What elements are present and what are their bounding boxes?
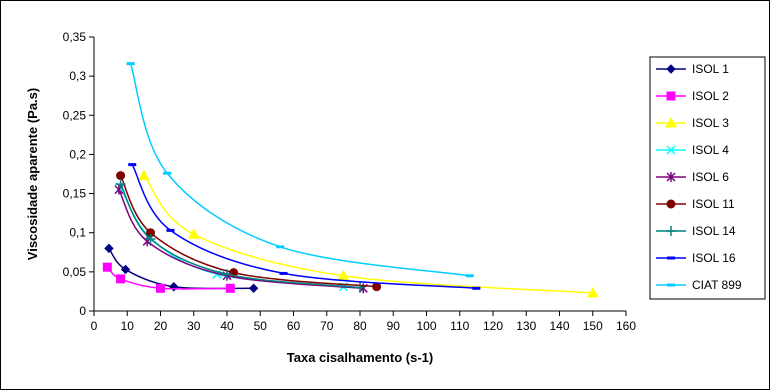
data-point xyxy=(279,271,288,275)
legend-marker xyxy=(666,64,676,74)
series-ciat-899 xyxy=(126,62,474,278)
x-tick-label: 10 xyxy=(121,319,135,333)
legend-label: CIAT 899 xyxy=(692,278,742,292)
legend-marker xyxy=(665,116,677,128)
data-point xyxy=(248,283,259,294)
x-tick-label: 140 xyxy=(549,319,569,333)
x-tick-label: 90 xyxy=(387,319,401,333)
legend-item: ISOL 6 xyxy=(656,170,729,184)
series-isol-14 xyxy=(115,179,365,293)
data-point xyxy=(116,274,126,284)
data-point xyxy=(126,62,135,66)
x-tick-label: 20 xyxy=(154,319,168,333)
x-tick-label: 150 xyxy=(583,319,603,333)
series-line xyxy=(119,175,377,288)
legend-item: ISOL 4 xyxy=(656,143,729,157)
y-axis-title: Viscosidade aparente (Pa.s) xyxy=(25,88,40,260)
legend-item: ISOL 3 xyxy=(656,116,729,130)
data-point xyxy=(586,286,599,298)
data-point xyxy=(187,228,200,239)
legend-marker xyxy=(666,172,676,182)
data-point xyxy=(116,171,126,181)
data-point xyxy=(115,179,126,190)
legend-marker xyxy=(666,91,676,101)
x-tick-label: 70 xyxy=(320,319,334,333)
legend-item: ISOL 11 xyxy=(656,197,735,211)
x-tick-label: 110 xyxy=(450,319,469,333)
data-point xyxy=(128,163,137,167)
legend-label: ISOL 2 xyxy=(692,89,729,103)
data-point xyxy=(102,262,112,272)
y-tick-label: 0,25 xyxy=(63,108,87,122)
data-point xyxy=(145,233,156,244)
legend-marker xyxy=(666,199,676,209)
data-point xyxy=(222,269,232,280)
legend: ISOL 1 ISOL 2 ISOL 3 ISOL 4 ISOL 6 ISOL 11 ISO… xyxy=(649,56,766,300)
legend-label: ISOL 6 xyxy=(692,170,729,184)
legend-item: ISOL 14 xyxy=(656,224,736,238)
x-tick-label: 50 xyxy=(254,319,268,333)
legend-label: ISOL 3 xyxy=(692,116,729,130)
legend-label: ISOL 11 xyxy=(692,197,735,211)
x-tick-label: 0 xyxy=(91,319,98,333)
data-point xyxy=(166,228,175,232)
legend-label: ISOL 1 xyxy=(692,62,729,76)
data-point xyxy=(355,282,365,293)
x-axis-title: Taxa cisalhamento (s-1) xyxy=(287,350,433,365)
legend-marker xyxy=(666,226,676,236)
x-tick-label: 160 xyxy=(616,319,636,333)
legend-item: ISOL 16 xyxy=(656,251,736,265)
series-line xyxy=(118,189,364,290)
plot-area xyxy=(102,62,599,298)
y-tick-label: 0,2 xyxy=(69,147,86,161)
y-tick-label: 0,1 xyxy=(69,226,86,240)
y-ticks: 0 0,05 0,1 0,15 0,2 0,25 0,3 0,35 xyxy=(63,30,94,318)
series-isol-2 xyxy=(102,262,235,293)
data-point xyxy=(276,245,285,249)
data-point xyxy=(372,282,382,292)
data-point xyxy=(163,171,172,175)
data-point xyxy=(138,169,150,181)
legend-marker xyxy=(666,145,676,155)
legend-marker xyxy=(667,283,675,287)
legend-marker xyxy=(667,256,675,260)
data-point xyxy=(104,243,114,254)
y-tick-label: 0,35 xyxy=(63,30,87,44)
series-line xyxy=(106,266,231,290)
y-tick-label: 0,3 xyxy=(69,69,86,83)
y-tick-label: 0 xyxy=(79,304,86,318)
series-line xyxy=(143,175,593,294)
series-line xyxy=(119,183,361,289)
series-isol-3 xyxy=(138,169,599,298)
data-point xyxy=(465,274,474,278)
data-point xyxy=(225,283,235,293)
legend-item: ISOL 1 xyxy=(656,62,729,76)
legend-item: ISOL 2 xyxy=(656,89,729,103)
x-tick-label: 80 xyxy=(353,319,367,333)
x-tick-label: 30 xyxy=(187,319,201,333)
x-tick-label: 100 xyxy=(416,319,436,333)
series-line xyxy=(131,164,477,290)
axes: 0 10 20 30 40 50 60 70 80 90 100 110 120 130 140 150 160… xyxy=(63,30,637,333)
legend-label: ISOL 14 xyxy=(692,224,736,238)
data-point xyxy=(472,286,481,290)
series-line xyxy=(129,63,470,277)
x-tick-label: 130 xyxy=(516,319,536,333)
legend-item: CIAT 899 xyxy=(656,278,742,292)
x-ticks: 0 10 20 30 40 50 60 70 80 90 100 110 120 130 140 150 160 xyxy=(91,311,636,333)
series-isol-11 xyxy=(116,171,382,292)
x-tick-label: 120 xyxy=(483,319,503,333)
legend-label: ISOL 4 xyxy=(692,143,729,157)
x-tick-label: 40 xyxy=(220,319,234,333)
series-isol-16 xyxy=(128,163,481,290)
data-point xyxy=(156,283,165,293)
x-tick-label: 60 xyxy=(287,319,301,333)
legend-label: ISOL 16 xyxy=(692,251,736,265)
y-tick-label: 0,15 xyxy=(63,187,87,201)
data-point xyxy=(120,264,131,275)
y-tick-label: 0,05 xyxy=(63,265,87,279)
